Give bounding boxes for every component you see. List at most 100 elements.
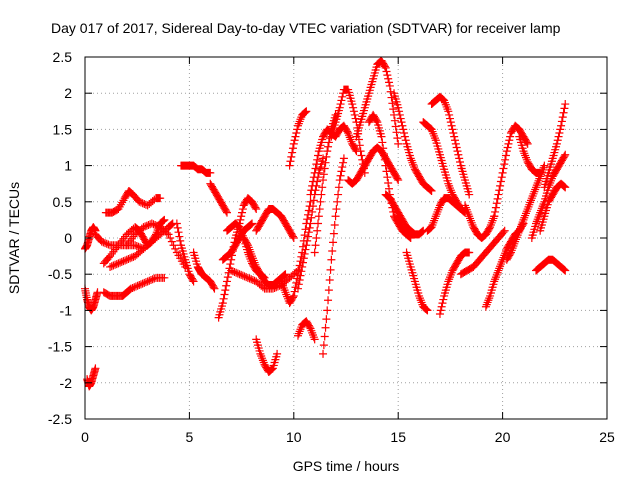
data-point	[559, 181, 568, 190]
data-point	[238, 208, 247, 217]
series-track-e	[101, 186, 165, 217]
data-point	[209, 283, 218, 292]
data-point	[319, 341, 328, 350]
data-point	[320, 332, 329, 341]
data-point	[127, 253, 136, 262]
data-point	[405, 233, 414, 242]
data-point	[309, 173, 318, 182]
data-point	[450, 136, 459, 145]
data-point	[313, 226, 322, 235]
data-point	[329, 238, 338, 247]
data-point	[111, 260, 120, 269]
data-point	[159, 216, 168, 225]
data-point	[131, 282, 140, 291]
data-point	[325, 134, 334, 143]
series-track-l	[189, 248, 219, 293]
data-point	[554, 132, 563, 141]
data-point	[399, 125, 408, 134]
data-point	[560, 104, 569, 113]
data-point	[251, 203, 260, 212]
data-point	[323, 306, 332, 315]
data-point	[293, 125, 302, 134]
data-point	[222, 277, 231, 286]
data-point	[422, 305, 431, 314]
data-point	[351, 114, 360, 123]
data-point	[317, 190, 326, 199]
data-point	[560, 265, 569, 274]
x-tick-label: 20	[495, 429, 511, 445]
data-point	[286, 157, 295, 166]
data-point	[395, 110, 404, 119]
data-point	[99, 238, 108, 247]
data-point	[292, 129, 301, 138]
data-point	[426, 186, 435, 195]
data-point	[449, 129, 458, 138]
data-point	[316, 197, 325, 206]
data-point	[337, 167, 346, 176]
data-point	[333, 197, 342, 206]
data-point	[221, 286, 230, 295]
data-point	[315, 205, 324, 214]
data-point	[329, 229, 338, 238]
data-point	[227, 266, 236, 275]
data-point	[144, 220, 153, 229]
data-point	[493, 194, 502, 203]
data-point	[223, 273, 232, 282]
x-tick-label: 5	[186, 429, 194, 445]
data-point	[337, 96, 346, 105]
data-point	[331, 212, 340, 221]
data-point	[119, 257, 128, 266]
data-point	[485, 224, 494, 233]
data-point	[556, 125, 565, 134]
data-point	[310, 335, 319, 344]
data-point	[494, 190, 503, 199]
data-point	[339, 158, 348, 167]
series-track-as	[536, 179, 570, 235]
data-point	[135, 281, 144, 290]
data-point	[372, 116, 381, 125]
data-point	[325, 275, 334, 284]
data-point	[350, 110, 359, 119]
data-point	[504, 139, 513, 148]
data-point	[273, 349, 282, 358]
data-point	[306, 190, 315, 199]
data-point	[491, 207, 500, 216]
data-point	[453, 147, 462, 156]
data-point	[392, 128, 401, 137]
data-point	[491, 203, 500, 212]
data-point	[328, 247, 337, 256]
data-point	[560, 182, 569, 191]
data-point	[189, 277, 198, 286]
data-point	[252, 205, 261, 214]
data-point	[456, 157, 465, 166]
data-point	[122, 255, 131, 264]
data-point	[425, 185, 434, 194]
data-point	[324, 138, 333, 147]
data-points	[81, 56, 570, 391]
data-point	[268, 284, 277, 293]
y-tick-label: 1.5	[53, 121, 73, 137]
y-tick-label: -2	[60, 375, 73, 391]
data-point	[300, 231, 309, 240]
series-track-ak	[435, 248, 474, 319]
data-point	[300, 249, 309, 258]
data-point	[131, 241, 140, 250]
data-point	[106, 262, 115, 271]
data-point	[490, 212, 499, 221]
data-point	[496, 181, 505, 190]
chart-title: Day 017 of 2017, Sidereal Day-to-day VTE…	[51, 20, 561, 36]
data-point	[319, 349, 328, 358]
data-point	[288, 148, 297, 157]
data-point	[126, 284, 135, 293]
data-point	[338, 92, 347, 101]
y-tick-label: -1.5	[48, 339, 72, 355]
data-point	[335, 176, 344, 185]
series-track-y	[310, 110, 340, 257]
data-point	[210, 284, 219, 293]
data-point	[268, 365, 277, 374]
data-point	[308, 207, 317, 216]
data-point	[500, 160, 509, 169]
y-tick-labels: 2.5 2 1.5 1 0.5 0 -0.5 -1 -1.5 -2 -2.5	[48, 49, 72, 427]
data-point	[226, 260, 235, 269]
data-point	[446, 118, 455, 127]
